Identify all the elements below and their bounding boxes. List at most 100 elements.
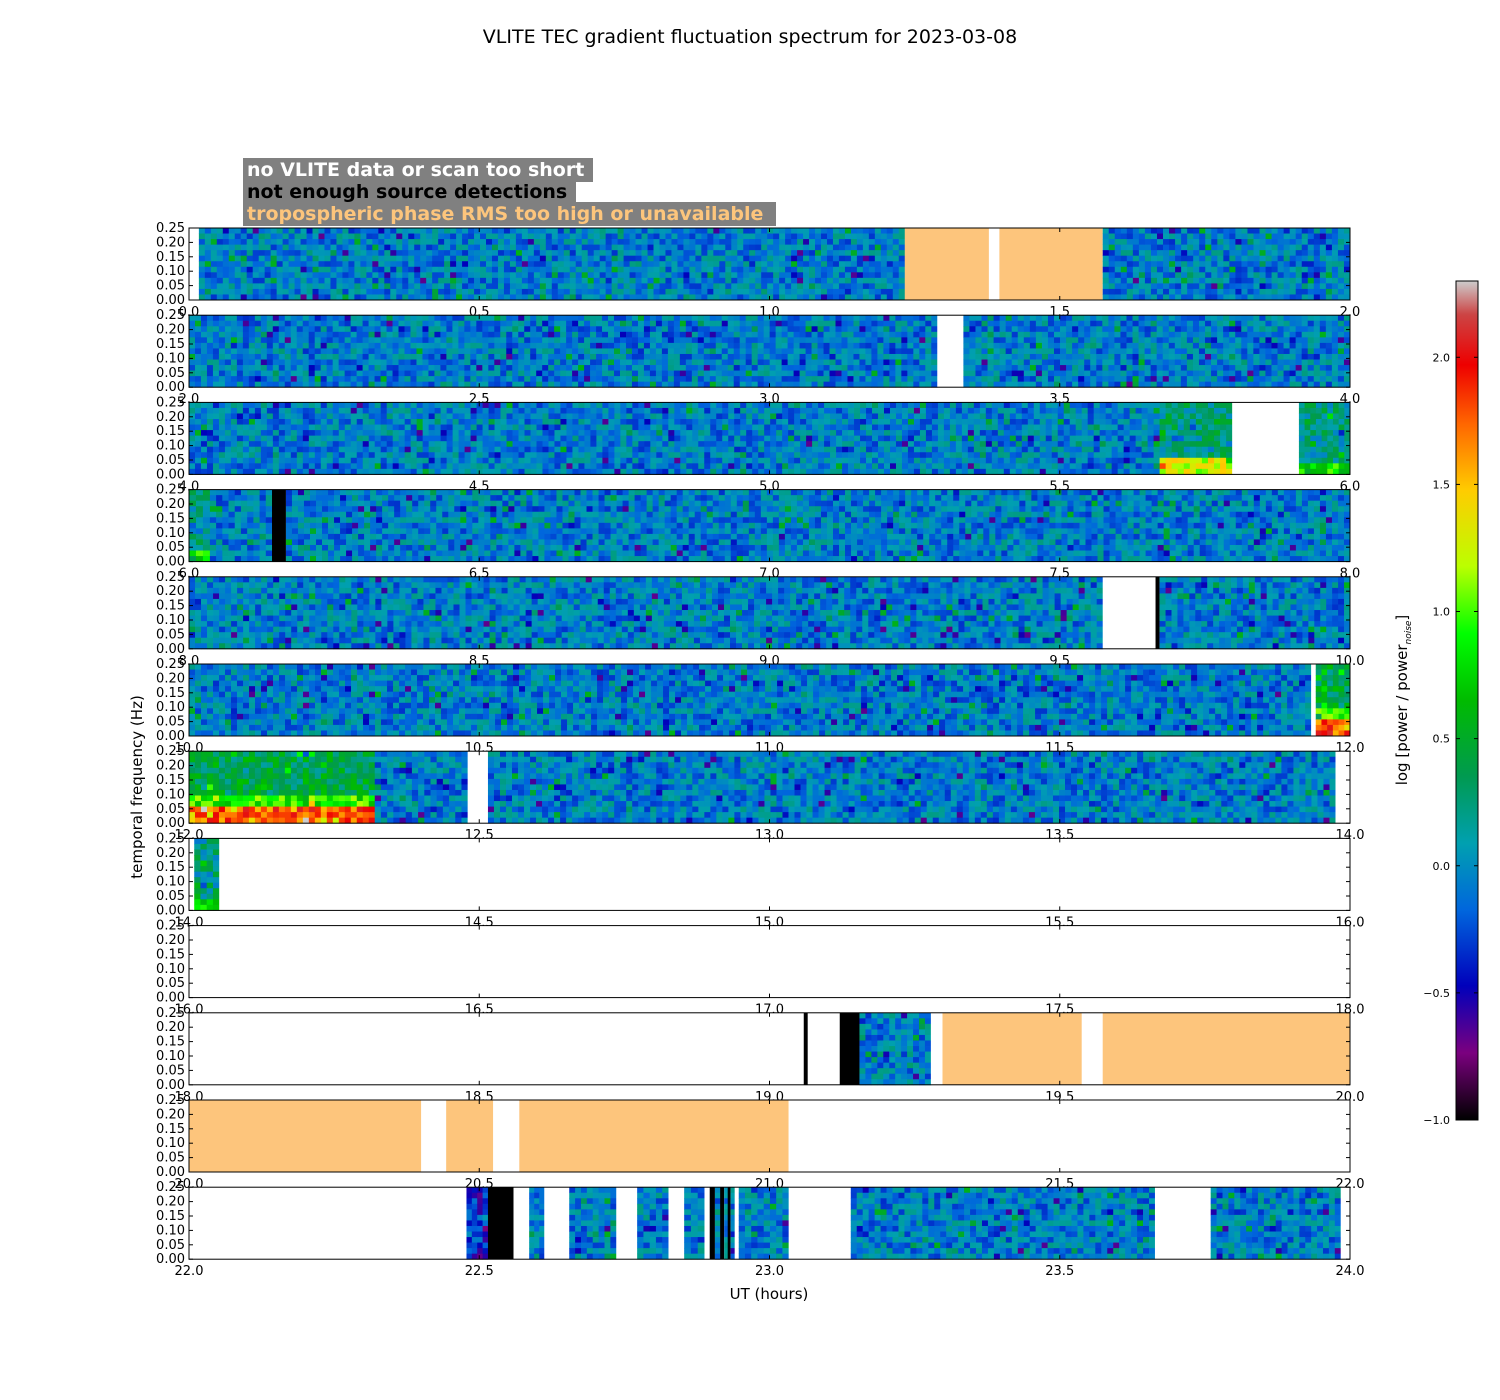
spectrum-cell (751, 331, 759, 338)
spectrum-cell (587, 239, 595, 246)
spectrum-cell (509, 228, 517, 234)
spectrum-cell (260, 452, 268, 459)
spectrum-cell (246, 288, 254, 295)
spectrum-cell (925, 348, 932, 355)
spectrum-cell (805, 320, 812, 327)
spectrum-cell (832, 233, 840, 240)
spectrum-cell (396, 255, 403, 262)
spectrum-cell (563, 250, 571, 257)
spectrum-cell (844, 288, 852, 295)
spectrum-cell (745, 353, 753, 360)
spectrum-cell (270, 294, 278, 301)
spectrum-cell (1169, 228, 1176, 234)
spectrum-cell (1102, 365, 1109, 371)
spectrum-cell (853, 353, 860, 360)
spectrum-cell (749, 261, 756, 268)
spectrum-cell (1241, 359, 1248, 366)
spectrum-cell (859, 315, 866, 322)
spectrum-cell (791, 288, 798, 295)
spectrum-cell (491, 228, 499, 234)
spectrum-cell (372, 266, 379, 273)
spectrum-cell (1066, 342, 1073, 349)
spectrum-cell (993, 337, 1001, 344)
spectrum-cell (1319, 376, 1327, 383)
spectrum-cell (194, 353, 202, 360)
spectrum-cell (551, 294, 559, 301)
spectrum-cell (224, 452, 232, 459)
spectrum-cell (1144, 277, 1152, 284)
spectrum-cell (975, 370, 982, 377)
spectrum-cell (715, 326, 723, 333)
spectrum-cell (821, 228, 828, 234)
spectrum-cell (486, 266, 493, 273)
spectrum-cell (803, 272, 810, 279)
spectrum-cell (1054, 359, 1061, 366)
spectrum-cell (198, 266, 206, 273)
spectrum-cell (500, 376, 507, 383)
spectrum-cell (1017, 359, 1025, 366)
spectrum-cell (844, 228, 852, 234)
spectrum-cell (608, 381, 615, 388)
spectrum-cell (1307, 272, 1315, 279)
spectrum-cell (266, 424, 274, 431)
spectrum-cell (1198, 342, 1206, 349)
spectrum-cell (509, 266, 517, 273)
spectrum-cell (512, 342, 519, 349)
spectrum-cell (356, 320, 363, 327)
spectrum-cell (649, 365, 657, 371)
spectrum-cell (1114, 320, 1121, 327)
spectrum-cell (404, 331, 411, 338)
spectrum-cell (1319, 331, 1327, 338)
spectrum-cell (1017, 315, 1025, 322)
spectrum-cell (625, 359, 633, 366)
spectrum-cell (1114, 342, 1121, 349)
spectrum-cell (224, 320, 232, 327)
spectrum-cell (1271, 261, 1279, 268)
spectrum-cell (338, 365, 346, 371)
spectrum-cell (332, 463, 340, 470)
spectrum-cell (673, 326, 681, 333)
spectrum-cell (1325, 348, 1333, 355)
spectrum-cell (721, 320, 729, 327)
spectrum-cell (1205, 277, 1212, 284)
spectrum-cell (1180, 337, 1188, 344)
spectrum-cell (874, 255, 882, 262)
spectrum-cell (865, 359, 872, 366)
spectrum-cell (757, 370, 765, 377)
spectrum-cell (999, 365, 1007, 371)
spectrum-cell (641, 261, 648, 268)
spectrum-cell (617, 283, 624, 290)
spectrum-cell (871, 370, 878, 377)
spectrum-cell (566, 326, 573, 333)
spectrum-cell (1295, 228, 1303, 234)
spectrum-cell (1283, 288, 1291, 295)
spectrum-cell (1247, 277, 1254, 284)
spectrum-cell (981, 365, 988, 371)
spectrum-cell (486, 277, 493, 284)
spectrum-cell (548, 370, 555, 377)
spectrum-cell (408, 250, 415, 257)
spectrum-cell (1108, 261, 1116, 268)
spectrum-cell (1138, 250, 1146, 257)
spectrum-cell (497, 250, 505, 257)
spectrum-cell (731, 261, 738, 268)
spectrum-cell (246, 255, 254, 262)
spectrum-cell (761, 239, 768, 246)
spectrum-cell (236, 381, 244, 388)
spectrum-cell (1211, 266, 1218, 273)
spectrum-cell (308, 419, 316, 425)
spectrum-cell (396, 288, 403, 295)
spectrum-cell (450, 283, 457, 290)
spectrum-cell (1102, 376, 1109, 383)
spectrum-cell (673, 359, 681, 366)
spectrum-cell (218, 452, 226, 459)
spectrum-cell (1114, 337, 1121, 344)
spectrum-cell (821, 261, 828, 268)
spectrum-cell (282, 250, 289, 257)
spectrum-cell (1283, 239, 1291, 246)
spectrum-cell (204, 261, 212, 268)
spectrum-cell (1325, 326, 1333, 333)
spectrum-cell (410, 326, 417, 333)
spectrum-cell (566, 315, 573, 322)
spectrum-cell (1084, 320, 1091, 327)
